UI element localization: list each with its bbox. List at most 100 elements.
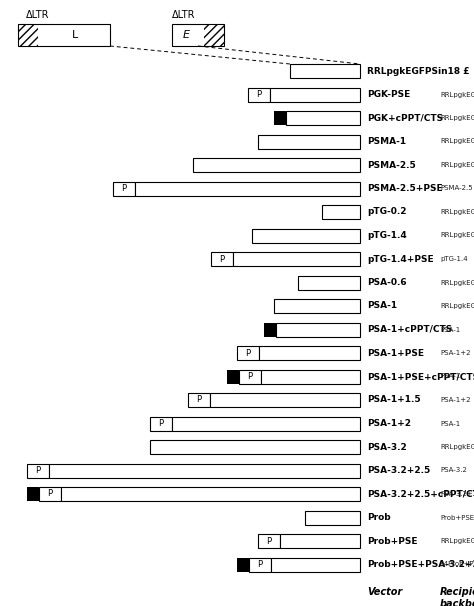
Bar (211, 252, 233, 266)
Bar (252, 228, 360, 242)
Text: PGK+cPPT/CTS: PGK+cPPT/CTS (367, 113, 443, 122)
Text: RRLpgkEGFPSin18: RRLpgkEGFPSin18 (440, 444, 474, 450)
Bar (286, 111, 360, 125)
Text: P: P (47, 490, 53, 499)
Text: Δ4Prob+PSE: Δ4Prob+PSE (440, 562, 474, 567)
Text: PSA-1: PSA-1 (440, 421, 460, 427)
Text: ΔLTR: ΔLTR (26, 10, 49, 20)
Text: PSA-1+PSE+cPPT/CTS: PSA-1+PSE+cPPT/CTS (367, 372, 474, 381)
Text: PSA-1: PSA-1 (440, 327, 460, 333)
Bar (271, 558, 360, 571)
Text: PSMA-1: PSMA-1 (367, 137, 406, 146)
Bar (18, 24, 110, 46)
Bar (172, 24, 224, 46)
Text: pTG-1.4: pTG-1.4 (440, 256, 468, 262)
Text: Prob+PSE: Prob+PSE (367, 536, 418, 545)
Text: PSMA-2.5: PSMA-2.5 (440, 185, 473, 191)
Text: ΔLTR: ΔLTR (172, 10, 195, 20)
Text: RRLpgkEGFPSin18 £: RRLpgkEGFPSin18 £ (367, 67, 470, 76)
Text: Vector: Vector (367, 587, 402, 597)
Bar (270, 87, 360, 101)
Bar (61, 487, 360, 501)
Bar (233, 252, 360, 266)
Bar (280, 534, 360, 548)
Text: RRLpgkEGFPSin18: RRLpgkEGFPSin18 (440, 233, 474, 239)
Bar (305, 510, 360, 525)
Text: RRLpgkEGFPSin18: RRLpgkEGFPSin18 (440, 279, 474, 285)
Text: RRLpgkEGFPSin18: RRLpgkEGFPSin18 (440, 303, 474, 309)
Bar (258, 534, 280, 548)
Text: PSMA-2.5: PSMA-2.5 (367, 161, 416, 170)
Bar (274, 111, 286, 125)
Text: P: P (121, 184, 127, 193)
Bar (49, 464, 360, 478)
Text: RRLpgkEGFPSin18: RRLpgkEGFPSin18 (440, 139, 474, 144)
Text: PSA-3.2: PSA-3.2 (440, 467, 467, 473)
Text: PSA-1+PSE: PSA-1+PSE (367, 348, 424, 358)
Text: Prob: Prob (367, 513, 391, 522)
Text: PSA-1+cPPT/CTS: PSA-1+cPPT/CTS (367, 325, 452, 334)
Bar (261, 370, 360, 384)
Bar (248, 87, 270, 101)
Bar (150, 440, 360, 454)
Text: P: P (36, 466, 41, 475)
Text: PSA-1+2: PSA-1+2 (440, 350, 471, 356)
Bar (237, 346, 259, 360)
Text: pTG-1.4: pTG-1.4 (367, 231, 407, 240)
Bar (27, 464, 49, 478)
Text: PSA-1: PSA-1 (367, 302, 397, 310)
Bar (258, 135, 360, 148)
Text: PSMA-2.5+PSE: PSMA-2.5+PSE (367, 184, 443, 193)
Bar (27, 487, 39, 501)
Bar (237, 558, 249, 571)
Text: RRLpgkEGFPSin18: RRLpgkEGFPSin18 (440, 92, 474, 98)
Text: PSA-3.2: PSA-3.2 (367, 442, 407, 451)
Bar (259, 346, 360, 360)
Text: P: P (246, 348, 251, 358)
Text: Recipient
backbone: Recipient backbone (440, 587, 474, 606)
Bar (193, 158, 360, 172)
Bar (227, 370, 239, 384)
Text: PSA-1: PSA-1 (440, 373, 460, 379)
Bar (298, 276, 360, 290)
Text: PSA-1+1.5: PSA-1+1.5 (367, 396, 420, 404)
Bar (113, 182, 135, 196)
Text: pTG-0.2: pTG-0.2 (367, 207, 407, 216)
Text: PSA-0.6: PSA-0.6 (367, 278, 407, 287)
Bar (135, 182, 360, 196)
Text: PSA-1+2: PSA-1+2 (367, 419, 411, 428)
Bar (264, 322, 276, 336)
Text: RRLpgkEGFPSin18: RRLpgkEGFPSin18 (440, 538, 474, 544)
Text: PSA-3.2+2.5+cPPT/CTS: PSA-3.2+2.5+cPPT/CTS (367, 490, 474, 499)
Bar (188, 393, 210, 407)
Bar (204, 24, 224, 46)
Bar (210, 393, 360, 407)
Bar (274, 299, 360, 313)
Bar (39, 487, 61, 501)
Bar (18, 24, 38, 46)
Bar (239, 370, 261, 384)
Text: Prob+PSE: Prob+PSE (440, 514, 474, 521)
Text: P: P (158, 419, 164, 428)
Text: Prob+PSE+PSA-3.2+2.5: Prob+PSE+PSA-3.2+2.5 (367, 560, 474, 569)
Text: P: P (257, 560, 263, 569)
Text: E: E (183, 30, 190, 40)
Text: P: P (196, 396, 201, 404)
Text: P: P (247, 372, 253, 381)
Text: pTG-1.4+PSE: pTG-1.4+PSE (367, 255, 434, 264)
Text: RRLpgkEGFPSin18: RRLpgkEGFPSin18 (440, 162, 474, 168)
Bar (322, 205, 360, 219)
Bar (249, 558, 271, 571)
Bar (290, 64, 360, 78)
Text: PSA-3.2+2.5: PSA-3.2+2.5 (440, 491, 474, 497)
Text: P: P (219, 255, 225, 264)
Bar (276, 322, 360, 336)
Text: PSA-3.2+2.5: PSA-3.2+2.5 (367, 466, 430, 475)
Text: RRLpgkEGFPSin18: RRLpgkEGFPSin18 (440, 115, 474, 121)
Text: L: L (72, 30, 78, 40)
Text: P: P (256, 90, 262, 99)
Bar (172, 416, 360, 430)
Text: P: P (266, 536, 272, 545)
Text: PSA-1+2: PSA-1+2 (440, 397, 471, 403)
Text: RRLpgkEGFPSin18: RRLpgkEGFPSin18 (440, 209, 474, 215)
